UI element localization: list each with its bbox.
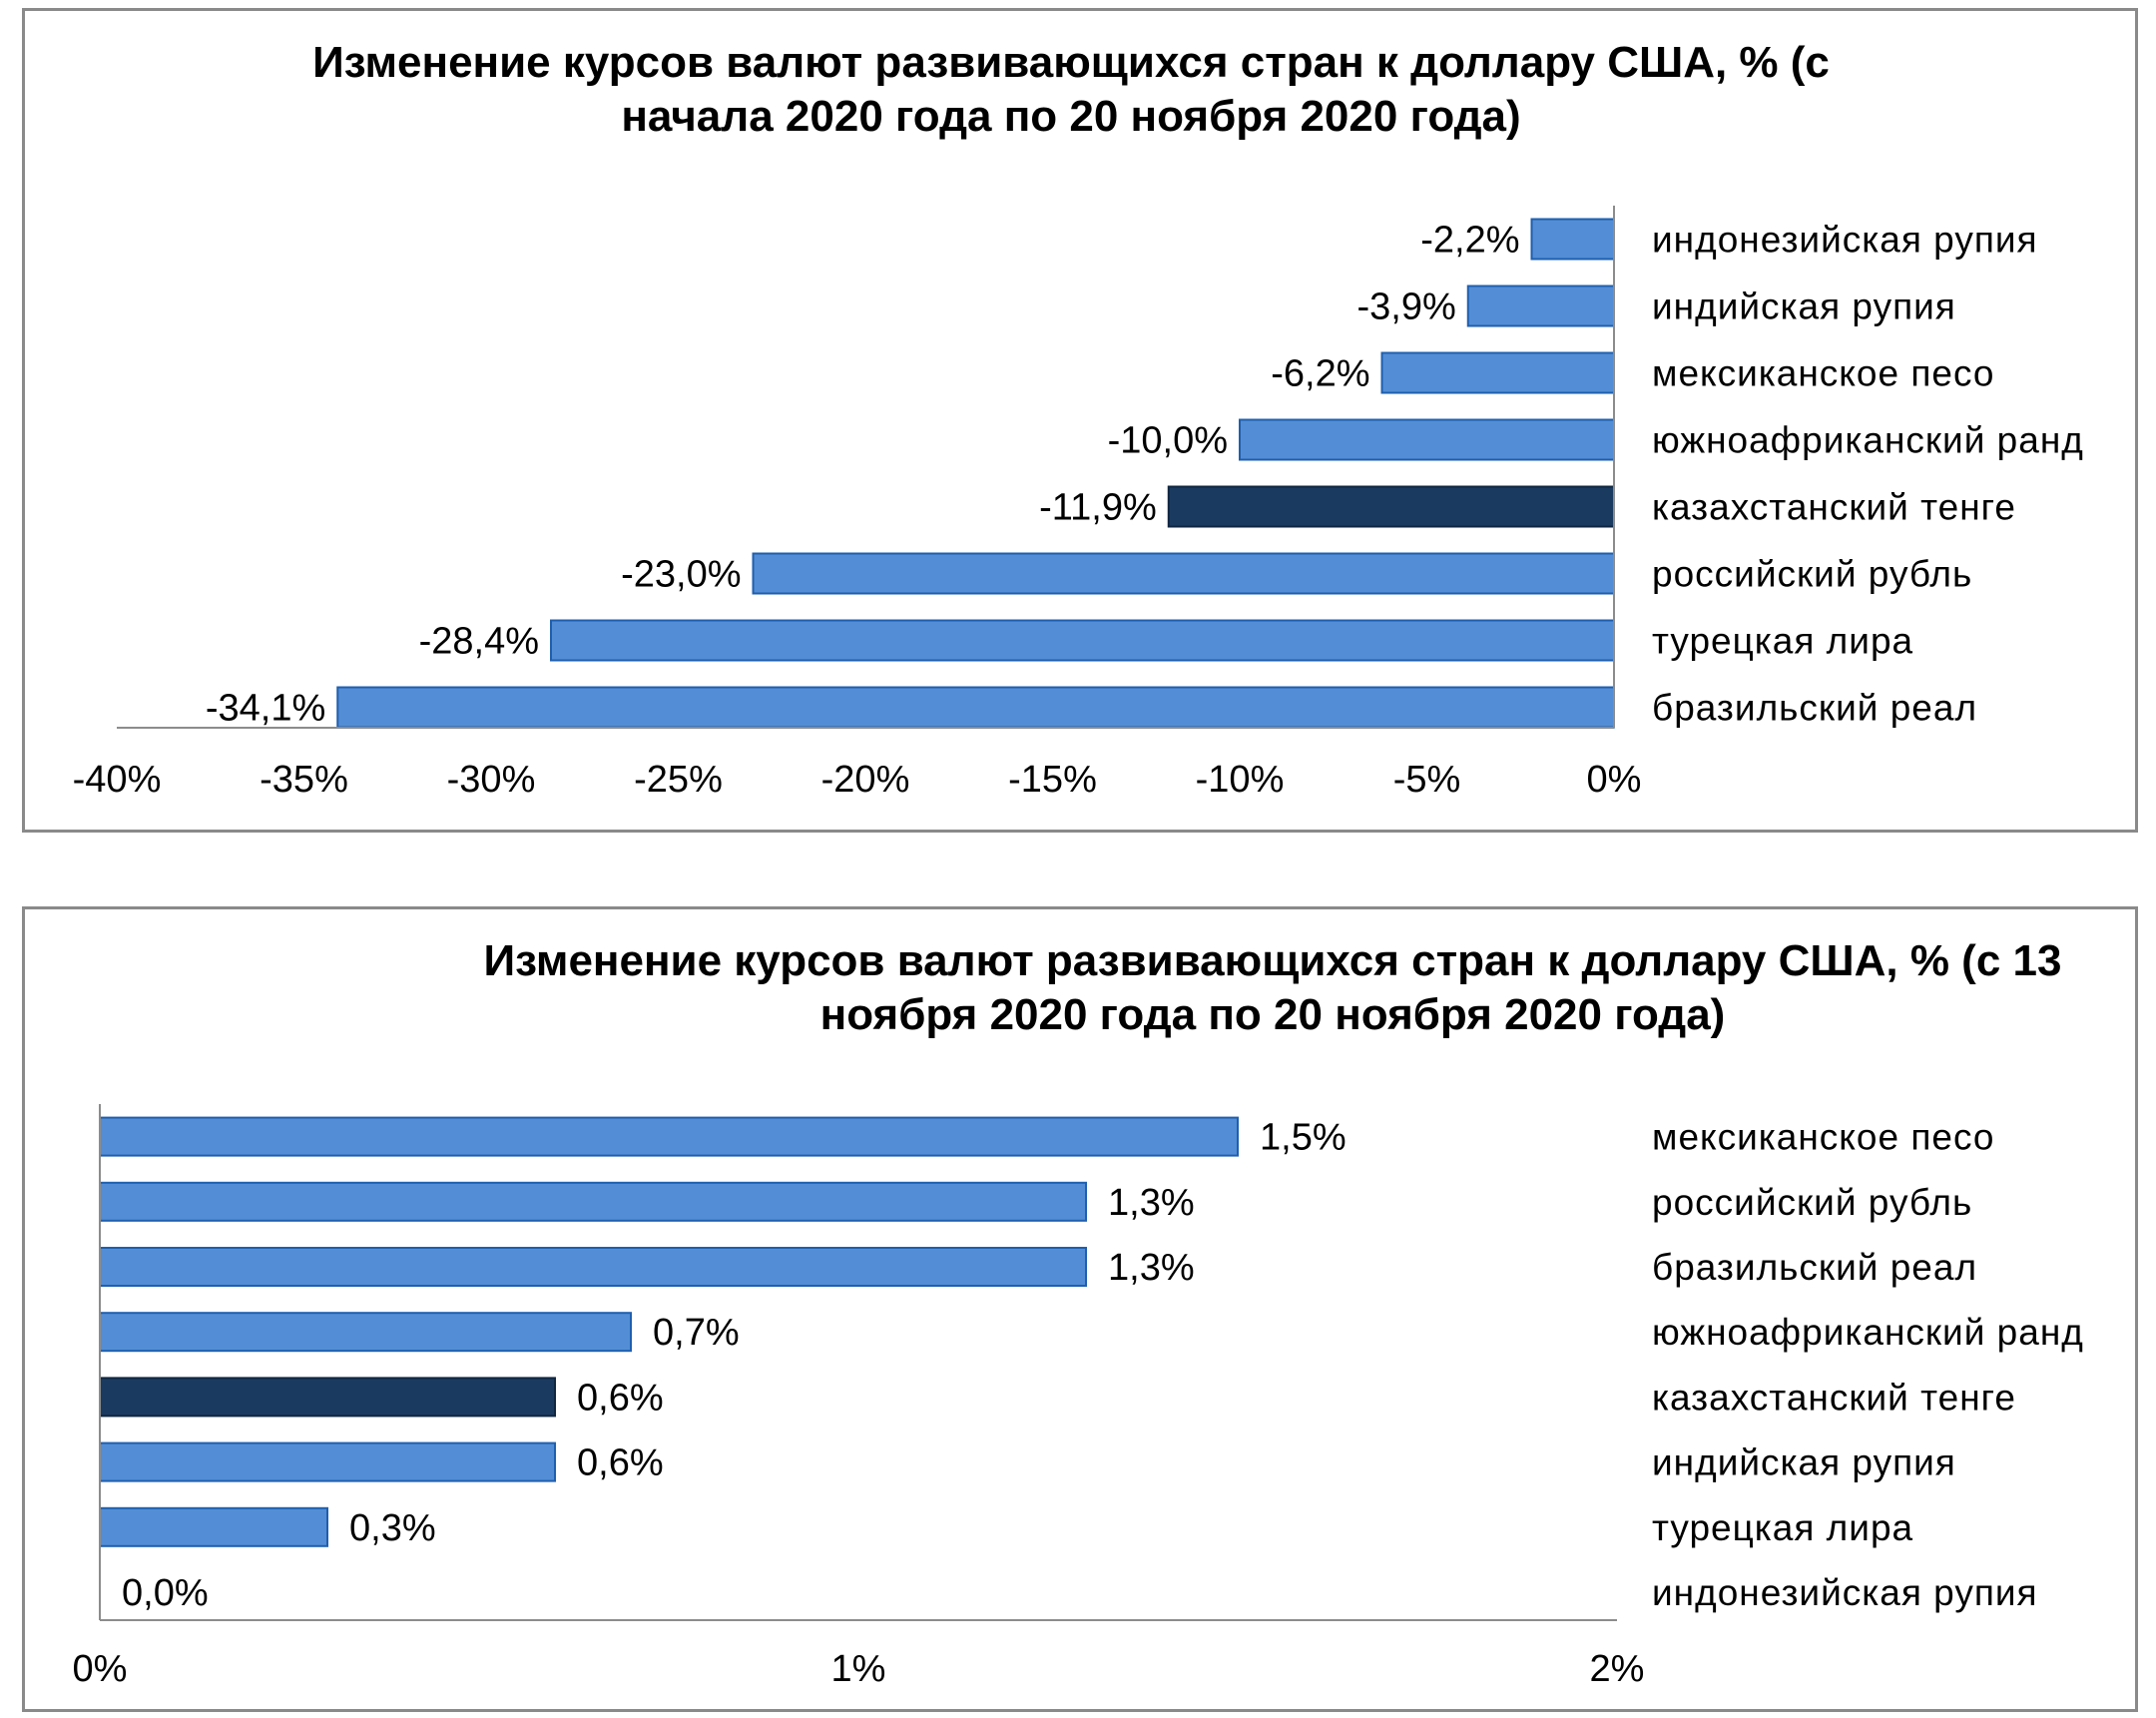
data-label: -11,9% xyxy=(1039,487,1157,529)
data-label: 0,6% xyxy=(577,1377,664,1419)
category-label: российский рубль xyxy=(1652,1182,1972,1223)
chart-panel-ytd: Изменение курсов валют развивающихся стр… xyxy=(22,8,2138,833)
data-label: -6,2% xyxy=(1271,353,1369,395)
bar-3 xyxy=(99,1312,632,1353)
data-label: 1,3% xyxy=(1108,1247,1195,1289)
chart-ytd: Изменение курсов валют развивающихся стр… xyxy=(73,38,2084,801)
data-label: 0,0% xyxy=(122,1572,209,1614)
category-label: южноафриканский ранд xyxy=(1652,420,2084,461)
bar-0 xyxy=(99,1116,1239,1157)
category-label: индийская рупия xyxy=(1652,286,1956,327)
x-tick-label: 0% xyxy=(1587,759,1642,801)
x-tick-label: -30% xyxy=(447,759,536,801)
x-tick-label: -35% xyxy=(260,759,348,801)
bar-4 xyxy=(99,1377,556,1418)
data-label: -34,1% xyxy=(206,688,325,730)
data-label: 0,7% xyxy=(653,1312,740,1354)
category-label: индонезийская рупия xyxy=(1652,1572,2038,1613)
x-tick-label: -15% xyxy=(1008,759,1097,801)
x-tick-label: -10% xyxy=(1196,759,1285,801)
bar-1 xyxy=(99,1181,1087,1222)
data-label: -28,4% xyxy=(419,621,539,663)
data-label: -23,0% xyxy=(621,554,741,596)
category-label: российский рубль xyxy=(1652,554,1972,595)
data-label: 1,5% xyxy=(1260,1117,1347,1159)
bar-6 xyxy=(550,619,1615,662)
category-label: южноафриканский ранд xyxy=(1652,1312,2084,1353)
bar-0 xyxy=(1530,218,1615,261)
category-label: мексиканское песо xyxy=(1652,353,1994,394)
category-label: бразильский реал xyxy=(1652,1247,1977,1288)
bar-5 xyxy=(752,552,1615,595)
chart-title-line: начала 2020 года по 20 ноября 2020 года) xyxy=(621,92,1520,141)
category-label: турецкая лира xyxy=(1652,1507,1913,1548)
data-label: -3,9% xyxy=(1356,286,1455,328)
chart-title-line: Изменение курсов валют развивающихся стр… xyxy=(312,38,1830,87)
chart-panel-week: Изменение курсов валют развивающихся стр… xyxy=(22,906,2138,1712)
category-label: казахстанский тенге xyxy=(1652,487,2016,528)
data-label: 0,3% xyxy=(349,1507,436,1549)
bar-3 xyxy=(1239,418,1615,461)
data-label: 0,6% xyxy=(577,1442,664,1484)
category-label: турецкая лира xyxy=(1652,621,1913,662)
x-tick-label: -40% xyxy=(73,759,162,801)
bar-2 xyxy=(1380,351,1615,394)
data-label: -2,2% xyxy=(1420,220,1519,262)
category-label: индонезийская рупия xyxy=(1652,220,2038,261)
category-label: бразильский реал xyxy=(1652,688,1977,729)
chart-week: Изменение курсов валют развивающихся стр… xyxy=(73,936,2084,1690)
bar-1 xyxy=(1466,285,1615,327)
x-tick-label: 1% xyxy=(831,1648,886,1690)
x-tick-label: -20% xyxy=(821,759,910,801)
x-tick-label: -25% xyxy=(634,759,723,801)
bar-2 xyxy=(99,1247,1087,1287)
bar-5 xyxy=(99,1441,556,1482)
category-label: мексиканское песо xyxy=(1652,1117,1994,1158)
bar-7 xyxy=(336,686,1615,729)
bar-6 xyxy=(99,1506,328,1547)
chart-title-line: Изменение курсов валют развивающихся стр… xyxy=(484,936,2062,985)
chart-title-line: ноября 2020 года по 20 ноября 2020 года) xyxy=(820,990,1726,1039)
data-label: 1,3% xyxy=(1108,1182,1195,1224)
category-label: индийская рупия xyxy=(1652,1442,1956,1483)
x-tick-label: 0% xyxy=(73,1648,128,1690)
x-tick-label: -5% xyxy=(1393,759,1461,801)
data-label: -10,0% xyxy=(1108,420,1228,462)
bar-4 xyxy=(1167,485,1615,528)
category-label: казахстанский тенге xyxy=(1652,1377,2016,1418)
x-tick-label: 2% xyxy=(1590,1648,1645,1690)
